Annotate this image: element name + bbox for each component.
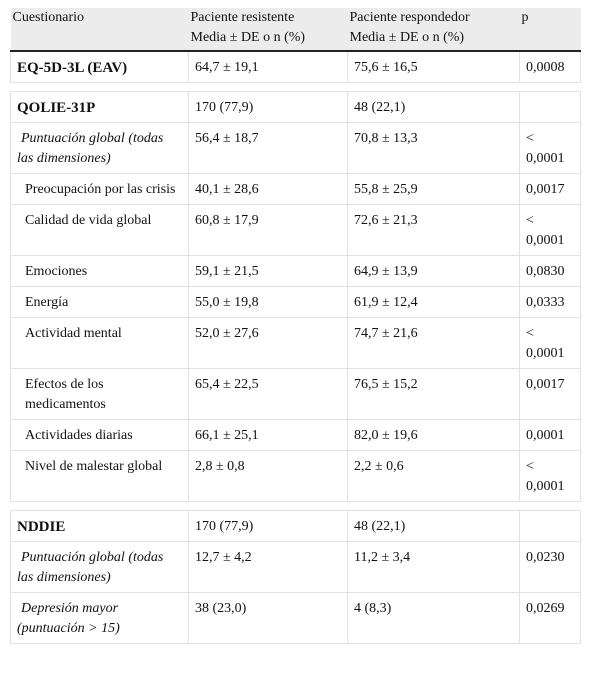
cell-p: 0,0230 (519, 541, 581, 593)
cell-p: < 0,0001 (519, 122, 581, 174)
cell-respondedor: 11,2 ± 3,4 (347, 541, 520, 593)
cell-respondedor: 76,5 ± 15,2 (347, 368, 520, 420)
row-label: NDDIE (10, 510, 189, 542)
cell-respondedor: 55,8 ± 25,9 (347, 173, 520, 205)
table-row-calidad: Calidad de vida global 60,8 ± 17,9 72,6 … (10, 204, 581, 256)
cell-resistente: 65,4 ± 22,5 (188, 368, 348, 420)
row-label: Puntuación global (todas las dimensiones… (10, 541, 189, 593)
cell-resistente: 40,1 ± 28,6 (188, 173, 348, 205)
table-row-nddie: NDDIE 170 (77,9) 48 (22,1) (10, 510, 581, 542)
cell-resistente: 170 (77,9) (188, 510, 348, 542)
row-label-text: Puntuación global (todas las dimensiones… (17, 550, 164, 585)
cell-p: 0,0001 (519, 419, 581, 451)
spacer-row (10, 82, 581, 92)
cell-resistente: 55,0 ± 19,8 (188, 286, 348, 318)
row-label: QOLIE-31P (10, 91, 189, 123)
cell-resistente: 64,7 ± 19,1 (188, 51, 348, 83)
cell-p: 0,0333 (519, 286, 581, 318)
cell-respondedor: 48 (22,1) (347, 510, 520, 542)
cell-respondedor: 75,6 ± 16,5 (347, 51, 520, 83)
table-row-actividades-diarias: Actividades diarias 66,1 ± 25,1 82,0 ± 1… (10, 419, 581, 451)
cell-respondedor: 4 (8,3) (347, 592, 520, 644)
cell-p: 0,0269 (519, 592, 581, 644)
row-label-text: Puntuación global (todas las dimensiones… (17, 131, 164, 166)
table-row-efectos: Efectos de los medicamentos 65,4 ± 22,5 … (10, 368, 581, 420)
cell-p: 0,0017 (519, 173, 581, 205)
cell-respondedor: 72,6 ± 21,3 (347, 204, 520, 256)
cell-resistente: 170 (77,9) (188, 91, 348, 123)
row-label: Energía (10, 286, 189, 318)
header-respondedor-unit: Media ± DE o n (%) (349, 30, 465, 45)
cell-p: < 0,0001 (519, 204, 581, 256)
cell-p: 0,0830 (519, 255, 581, 287)
cell-resistente: 12,7 ± 4,2 (188, 541, 348, 593)
cell-resistente: 56,4 ± 18,7 (188, 122, 348, 174)
cell-respondedor: 74,7 ± 21,6 (347, 317, 520, 369)
table-row-eq5d: EQ-5D-3L (EAV) 64,7 ± 19,1 75,6 ± 16,5 0… (10, 51, 581, 83)
table-row-emociones: Emociones 59,1 ± 21,5 64,9 ± 13,9 0,0830 (10, 255, 581, 287)
cell-p: < 0,0001 (519, 450, 581, 502)
row-label: Efectos de los medicamentos (10, 368, 189, 420)
table-row-malestar: Nivel de malestar global 2,8 ± 0,8 2,2 ±… (10, 450, 581, 502)
header-cuestionario: Cuestionario (10, 8, 189, 52)
header-p: p (519, 8, 581, 52)
cell-resistente: 66,1 ± 25,1 (188, 419, 348, 451)
cell-p: 0,0008 (519, 51, 581, 83)
table-row-depresion: Depresión mayor (puntuación > 15) 38 (23… (10, 592, 581, 644)
table-row-energia: Energía 55,0 ± 19,8 61,9 ± 12,4 0,0333 (10, 286, 581, 318)
table-row-preocupacion: Preocupación por las crisis 40,1 ± 28,6 … (10, 173, 581, 205)
cell-resistente: 2,8 ± 0,8 (188, 450, 348, 502)
row-label-text: Depresión mayor (puntuación > 15) (17, 601, 120, 636)
cell-respondedor: 64,9 ± 13,9 (347, 255, 520, 287)
row-label: EQ-5D-3L (EAV) (10, 51, 189, 83)
cell-respondedor: 2,2 ± 0,6 (347, 450, 520, 502)
table-row-actividad-mental: Actividad mental 52,0 ± 27,6 74,7 ± 21,6… (10, 317, 581, 369)
table-row-qolie: QOLIE-31P 170 (77,9) 48 (22,1) (10, 91, 581, 123)
header-respondedor: Paciente respondedor Media ± DE o n (%) (347, 8, 520, 52)
header-resistente-unit: Media ± DE o n (%) (190, 30, 306, 45)
cell-p (519, 510, 581, 542)
row-label: Calidad de vida global (10, 204, 189, 256)
row-label: Emociones (10, 255, 189, 287)
table-row-nddie-global: Puntuación global (todas las dimensiones… (10, 541, 581, 593)
results-table: Cuestionario Paciente resistente Media ±… (10, 8, 581, 644)
header-row: Cuestionario Paciente resistente Media ±… (10, 8, 581, 52)
results-table-container: Cuestionario Paciente resistente Media ±… (10, 8, 581, 644)
row-label: Depresión mayor (puntuación > 15) (10, 592, 189, 644)
cell-respondedor: 82,0 ± 19,6 (347, 419, 520, 451)
cell-respondedor: 48 (22,1) (347, 91, 520, 123)
row-label: Actividades diarias (10, 419, 189, 451)
cell-p: < 0,0001 (519, 317, 581, 369)
table-header: Cuestionario Paciente resistente Media ±… (10, 8, 581, 52)
cell-resistente: 38 (23,0) (188, 592, 348, 644)
row-label: Preocupación por las crisis (10, 173, 189, 205)
header-respondedor-title: Paciente respondedor (349, 10, 470, 25)
row-label: Actividad mental (10, 317, 189, 369)
cell-resistente: 52,0 ± 27,6 (188, 317, 348, 369)
cell-p (519, 91, 581, 123)
cell-respondedor: 61,9 ± 12,4 (347, 286, 520, 318)
table-row-qolie-global: Puntuación global (todas las dimensiones… (10, 122, 581, 174)
cell-resistente: 60,8 ± 17,9 (188, 204, 348, 256)
spacer-row (10, 501, 581, 511)
cell-resistente: 59,1 ± 21,5 (188, 255, 348, 287)
header-resistente-title: Paciente resistente (190, 10, 295, 25)
row-label: Puntuación global (todas las dimensiones… (10, 122, 189, 174)
row-label: Nivel de malestar global (10, 450, 189, 502)
cell-p: 0,0017 (519, 368, 581, 420)
header-resistente: Paciente resistente Media ± DE o n (%) (188, 8, 348, 52)
cell-respondedor: 70,8 ± 13,3 (347, 122, 520, 174)
